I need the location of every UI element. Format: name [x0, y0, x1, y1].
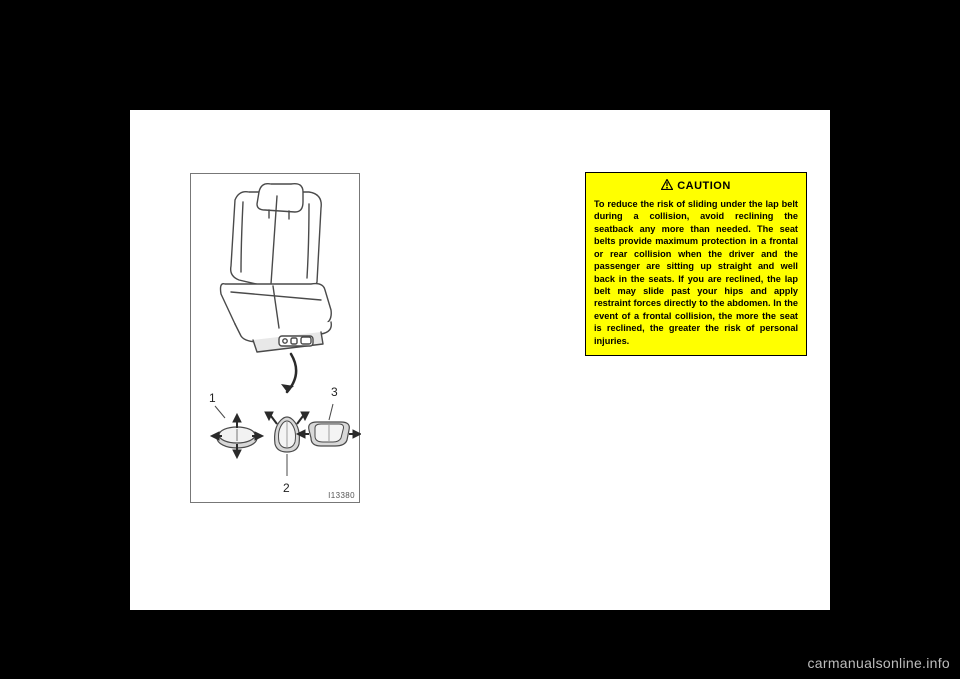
- caution-body-text: To reduce the risk of sliding under the …: [594, 198, 798, 347]
- caution-box: CAUTION To reduce the risk of sliding un…: [585, 172, 807, 356]
- callout-1-label: 1: [209, 391, 216, 405]
- callout-2-label: 2: [283, 481, 290, 495]
- warning-icon: [661, 179, 673, 193]
- caution-header: CAUTION: [594, 179, 798, 193]
- seat-control-svg: 1 2: [191, 174, 361, 504]
- manual-page: 1 2: [130, 110, 830, 610]
- diagram-id-label: I13380: [328, 491, 355, 500]
- watermark: carmanualsonline.info: [808, 655, 951, 671]
- caution-title: CAUTION: [677, 180, 731, 192]
- seat-control-diagram: 1 2: [190, 173, 360, 503]
- callout-3-label: 3: [331, 385, 338, 399]
